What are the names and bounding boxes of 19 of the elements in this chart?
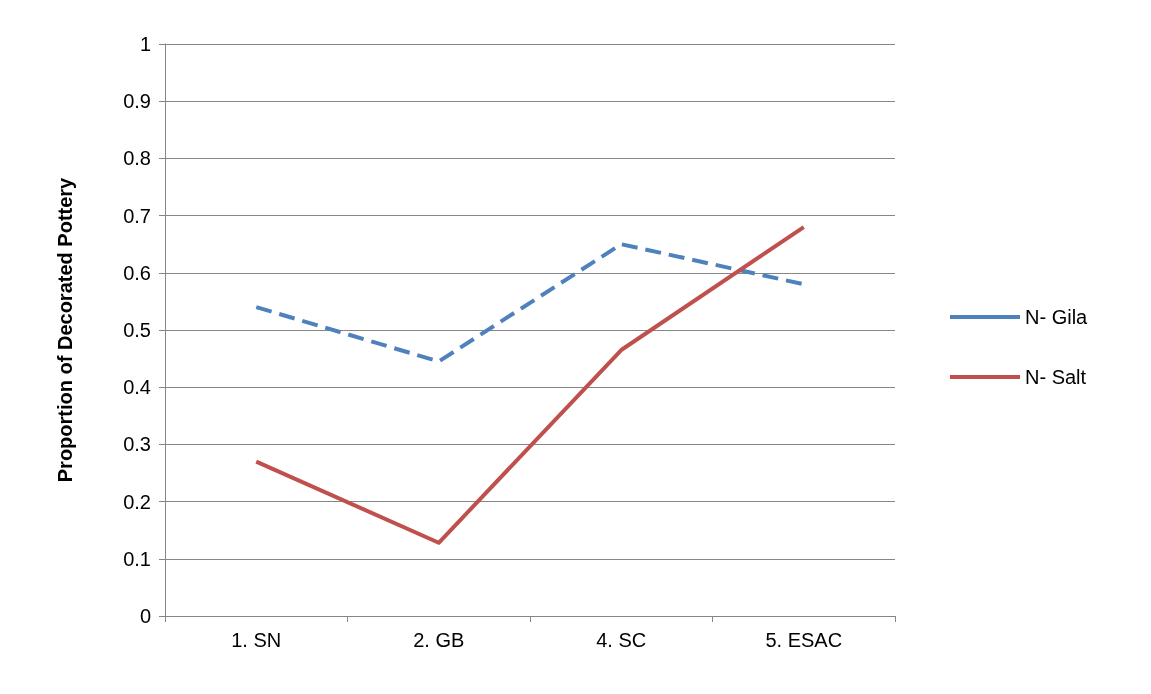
y-tick-label: 1 (139, 33, 151, 55)
x-tick-label: 4. SC (596, 629, 647, 651)
y-axis-title: Proportion of Decorated Pottery (54, 176, 76, 483)
y-tick-label: 0.7 (123, 204, 151, 227)
y-tick-label: 0.1 (123, 547, 151, 570)
x-tick-label: 5. ESAC (765, 629, 843, 651)
y-tick-label: 0.4 (123, 376, 151, 399)
x-tick-label: 1. SN (231, 629, 282, 651)
line-series (254, 225, 806, 545)
y-tick-label: 0.6 (123, 261, 151, 284)
y-tick-label: 0.8 (123, 147, 151, 170)
legend-label: N- Gila (1025, 306, 1089, 328)
legend-label: N- Salt (1025, 366, 1087, 388)
y-tick-label: 0.9 (123, 90, 151, 113)
y-tick-label: 0.2 (123, 490, 151, 513)
y-tick-label: 0 (139, 605, 151, 627)
y-tick-label: 0.3 (123, 433, 151, 456)
x-tick-label: 2. GB (413, 629, 465, 651)
y-tick-label: 0.5 (123, 319, 151, 341)
